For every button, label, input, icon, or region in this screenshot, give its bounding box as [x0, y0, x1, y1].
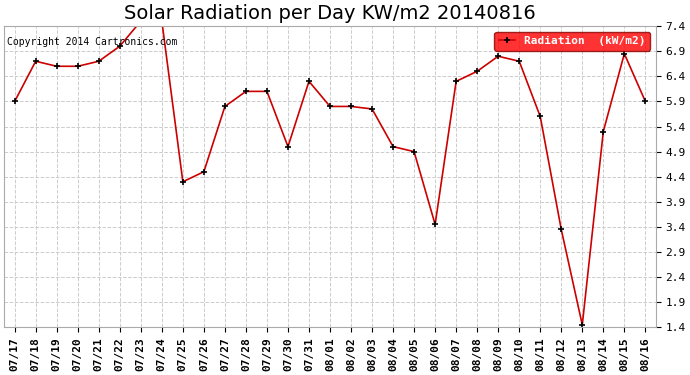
Radiation  (kW/m2) [368, 107, 376, 111]
Title: Solar Radiation per Day KW/m2 20140816: Solar Radiation per Day KW/m2 20140816 [124, 4, 536, 23]
Radiation  (kW/m2) [431, 222, 440, 226]
Radiation  (kW/m2) [116, 44, 124, 48]
Radiation  (kW/m2) [347, 104, 355, 109]
Radiation  (kW/m2) [515, 59, 523, 63]
Radiation  (kW/m2) [620, 51, 629, 56]
Radiation  (kW/m2) [158, 19, 166, 23]
Radiation  (kW/m2) [494, 54, 502, 58]
Radiation  (kW/m2) [95, 59, 103, 63]
Legend: Radiation  (kW/m2): Radiation (kW/m2) [494, 32, 650, 51]
Radiation  (kW/m2) [241, 89, 250, 94]
Radiation  (kW/m2) [10, 99, 19, 104]
Radiation  (kW/m2) [284, 144, 292, 149]
Radiation  (kW/m2) [52, 64, 61, 69]
Radiation  (kW/m2) [641, 99, 649, 104]
Radiation  (kW/m2) [221, 104, 229, 109]
Radiation  (kW/m2) [536, 114, 544, 119]
Radiation  (kW/m2) [199, 170, 208, 174]
Radiation  (kW/m2) [32, 59, 40, 63]
Radiation  (kW/m2) [137, 19, 145, 23]
Radiation  (kW/m2) [326, 104, 334, 109]
Radiation  (kW/m2) [74, 64, 82, 69]
Radiation  (kW/m2) [473, 69, 482, 74]
Radiation  (kW/m2) [305, 79, 313, 84]
Radiation  (kW/m2) [557, 227, 565, 232]
Radiation  (kW/m2) [410, 149, 418, 154]
Radiation  (kW/m2) [263, 89, 271, 94]
Radiation  (kW/m2) [578, 322, 586, 327]
Text: Copyright 2014 Cartronics.com: Copyright 2014 Cartronics.com [7, 37, 177, 47]
Line: Radiation  (kW/m2): Radiation (kW/m2) [11, 18, 649, 328]
Radiation  (kW/m2) [452, 79, 460, 84]
Radiation  (kW/m2) [389, 144, 397, 149]
Radiation  (kW/m2) [599, 129, 607, 134]
Radiation  (kW/m2) [179, 180, 187, 184]
